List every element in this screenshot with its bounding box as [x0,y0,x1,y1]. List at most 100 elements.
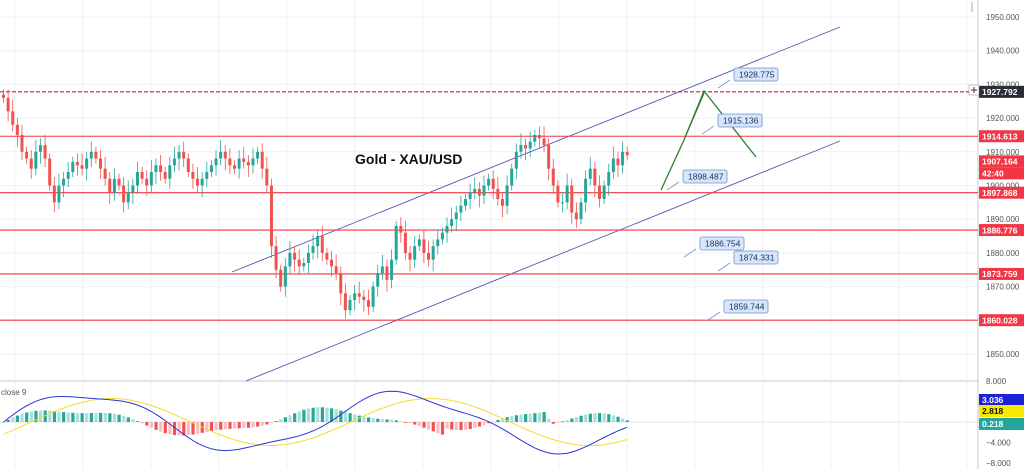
level-price-tag-text: 1860.028 [982,315,1018,325]
candle-body [357,293,361,297]
histogram-bar [339,410,343,422]
price-callouts[interactable]: 1928.775 1915.136 1898.487 1886.754 1874.331… [666,67,779,321]
callout-box[interactable] [733,250,779,265]
callout-pointer [707,311,721,321]
candle-body [99,158,103,169]
candle-body [413,246,417,260]
candle-body [172,158,176,166]
histogram-bar [172,422,177,436]
candle-body [408,252,412,260]
candle-body [330,259,334,267]
candle-body [422,239,426,253]
histogram-bar [477,422,482,427]
candle-body [611,158,615,173]
histogram-bar [233,422,237,429]
histogram-bar [117,414,121,422]
candle-body [196,178,200,186]
candle-body [394,225,398,260]
histogram-bar [57,411,61,422]
candle-body [464,198,467,206]
histogram-bar [468,422,472,430]
candle-body [477,188,481,196]
candle-body [209,165,213,173]
histogram-bar [353,414,357,422]
histogram-bar [260,422,264,426]
histogram-bar [593,413,597,422]
price-axis[interactable]: 1950.000 1940.000 1930.000 1920.000 1910.000… [986,13,1020,359]
histogram-bar [584,414,588,422]
candle-body [302,263,306,267]
histogram-bar [274,421,278,423]
candle-body [288,252,292,267]
current-price-tag: 1907.164 [979,155,1024,168]
candle-body [163,172,167,179]
histogram-bar [25,412,29,422]
candle-body [500,198,504,206]
candle-body [440,232,444,240]
callout-label: 1859.744 [729,302,765,312]
support-resistance-levels[interactable] [0,91,978,321]
countdown-tag-bg [979,167,1024,180]
callout-box[interactable] [699,236,745,251]
candle-body [135,172,139,186]
price-callout[interactable]: 1874.331 [717,250,779,272]
histogram-bar [542,412,546,422]
price-tick-label: 1850.000 [986,350,1020,359]
level-price-tag-bg [979,224,1024,237]
level-price-tag-bg [979,267,1024,280]
price-tick-label: 1920.000 [986,114,1020,123]
callout-box[interactable] [717,113,763,128]
channel-lower-line[interactable] [245,140,841,382]
candle-body [533,134,537,142]
candle-body [510,168,514,186]
price-axis-tags: 1927.792 1914.613 1897.868 1886.776 1873.759… [979,85,1024,430]
candle-body [274,246,278,270]
candle-body [353,293,357,301]
candle-body [182,151,186,159]
price-callout[interactable]: 1886.754 [683,236,745,258]
histogram-bar [2,422,6,423]
price-tick-label: 1930.000 [986,80,1020,89]
histogram-bar [565,419,569,422]
histogram-bar [108,413,112,422]
indicator-value-tag-bg [979,405,1024,417]
histogram-bar [251,422,255,428]
candle-body [256,151,260,159]
candle-body [496,188,500,199]
candle-body [436,239,440,247]
histogram-bar [616,416,620,422]
candle-body [320,236,324,253]
price-callout[interactable]: 1859.744 [707,299,769,321]
candle-body [528,141,532,149]
histogram-bar [579,415,583,422]
histogram-bar [625,420,629,422]
callout-box[interactable] [682,169,728,184]
histogram-bar [519,414,523,422]
price-callout[interactable]: 1928.775 [717,67,779,89]
callout-box[interactable] [723,299,769,314]
candle-body [122,185,126,203]
price-tick-label: 1900.000 [986,182,1020,191]
histogram-bar [394,420,398,422]
histogram-bar [454,422,458,431]
candle-body [371,286,375,307]
callout-box[interactable] [733,67,779,82]
level-price-tag: 1873.759 [979,267,1024,280]
histogram-bar [413,422,417,425]
histogram-bar [293,413,297,422]
indicator-tick-label: −4.000 [986,438,1011,447]
histogram-bar [94,412,98,422]
price-callout[interactable]: 1898.487 [666,169,728,191]
indicator-label: close 9 [1,388,27,397]
current-price-tag-text: 1907.164 [982,157,1018,167]
histogram-bar [246,422,251,428]
crosshair-marker[interactable] [968,84,980,96]
histogram-bar [214,422,218,431]
candle-body [348,300,352,311]
indicator-tick-label: 8.000 [986,377,1007,386]
histogram-bar [48,410,52,422]
projection-segment[interactable] [685,92,705,136]
price-callout[interactable]: 1915.136 [701,113,763,135]
